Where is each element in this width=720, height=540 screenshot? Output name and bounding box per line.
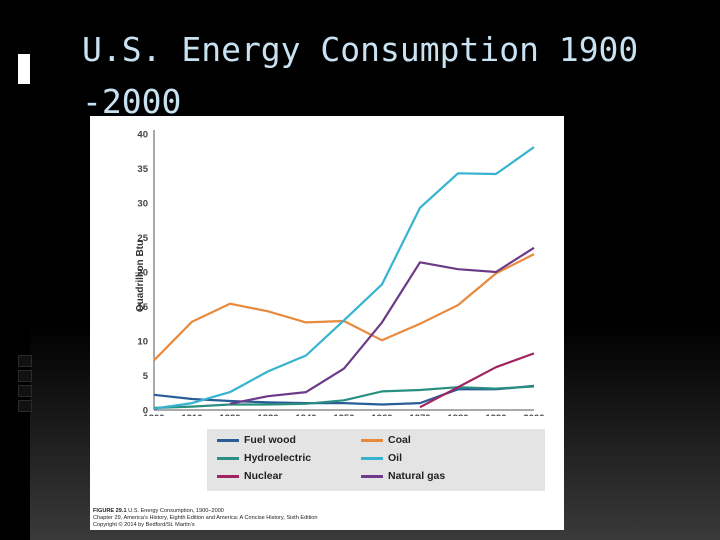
x-tick-label: 1920 xyxy=(219,413,240,416)
figure-title: U.S. Energy Consumption, 1900–2000 xyxy=(128,508,224,514)
x-tick-label: 1970 xyxy=(409,413,430,416)
series-line-nuclear xyxy=(419,352,535,409)
slide-decor-bar xyxy=(18,370,32,382)
x-tick-label: 1990 xyxy=(485,413,506,416)
legend-swatch xyxy=(217,474,239,478)
legend-item: Oil xyxy=(361,452,402,464)
legend-item: Coal xyxy=(361,434,411,446)
y-tick-label: 30 xyxy=(137,199,148,210)
legend-item: Natural gas xyxy=(361,470,445,482)
caption-copyright: Copyright © 2014 by Bedford/St. Martin’s xyxy=(93,522,195,528)
legend-label: Nuclear xyxy=(244,470,283,482)
y-tick-label: 40 xyxy=(137,130,148,141)
figure-caption: FIGURE 29.1 U.S. Energy Consumption, 190… xyxy=(93,508,561,529)
slide-decor-bar xyxy=(18,385,32,397)
chart-series-layer xyxy=(153,146,535,410)
line-chart: 0 5 10 15 20 25 30 35 40 1900 1910 1920 1930 1940 1950… xyxy=(135,130,545,417)
legend-label: Coal xyxy=(388,434,411,446)
slide-title: U.S. Energy Consumption 1900 -2000 xyxy=(82,30,659,121)
legend-item: Hydroelectric xyxy=(217,452,311,464)
x-tick-label: 1910 xyxy=(181,413,202,416)
legend-swatch xyxy=(217,456,239,460)
slide-decor-bar xyxy=(18,355,32,367)
series-line-oil xyxy=(153,146,535,410)
series-line-natural-gas xyxy=(229,246,535,405)
slide-decor-bar xyxy=(18,400,32,412)
series-line-hydroelectric xyxy=(153,385,535,409)
legend-swatch xyxy=(361,474,383,478)
y-tick-label: 5 xyxy=(143,371,149,382)
legend-item: Fuel wood xyxy=(217,434,296,446)
y-axis-label: Quadrillion Btu xyxy=(135,240,146,312)
x-tick-label: 1900 xyxy=(143,413,164,416)
y-tick-label: 25 xyxy=(137,233,148,244)
x-tick-label: 1950 xyxy=(333,413,354,416)
legend-swatch xyxy=(361,438,383,442)
y-tick-label: 20 xyxy=(137,268,148,279)
legend-label: Natural gas xyxy=(388,470,446,482)
legend-label: Oil xyxy=(388,452,403,464)
y-tick-label: 35 xyxy=(137,164,148,175)
x-tick-label: 1960 xyxy=(371,413,392,416)
legend-swatch xyxy=(217,438,239,442)
x-tick-label: 2000 xyxy=(523,413,544,416)
x-tick-label: 1940 xyxy=(295,413,316,416)
chart-legend: Fuel wood Coal Hydroelectric Oil Nuclear Natu… xyxy=(207,429,545,491)
caption-source-line: Chapter 29, America’s History, Eighth Ed… xyxy=(93,515,318,521)
legend-swatch xyxy=(361,456,383,460)
y-tick-label: 10 xyxy=(137,337,148,348)
slide-bullet-marker xyxy=(18,54,30,84)
y-tick-label: 15 xyxy=(137,302,148,313)
y-tick-label: 0 xyxy=(143,406,148,417)
chart-figure: 0 5 10 15 20 25 30 35 40 1900 1910 1920 1930 1940 1950… xyxy=(90,116,564,530)
legend-label: Hydroelectric xyxy=(244,452,312,464)
x-tick-label: 1930 xyxy=(257,413,278,416)
chart-axes: 0 5 10 15 20 25 30 35 40 1900 1910 1920 1930 1940 1950… xyxy=(137,130,544,417)
figure-label: FIGURE 29.1 xyxy=(93,508,127,514)
legend-item: Nuclear xyxy=(217,470,283,482)
left-accent-bar xyxy=(0,0,30,540)
series-line-fuel-wood xyxy=(153,384,535,406)
x-tick-label: 1980 xyxy=(447,413,468,416)
legend-label: Fuel wood xyxy=(244,434,296,446)
